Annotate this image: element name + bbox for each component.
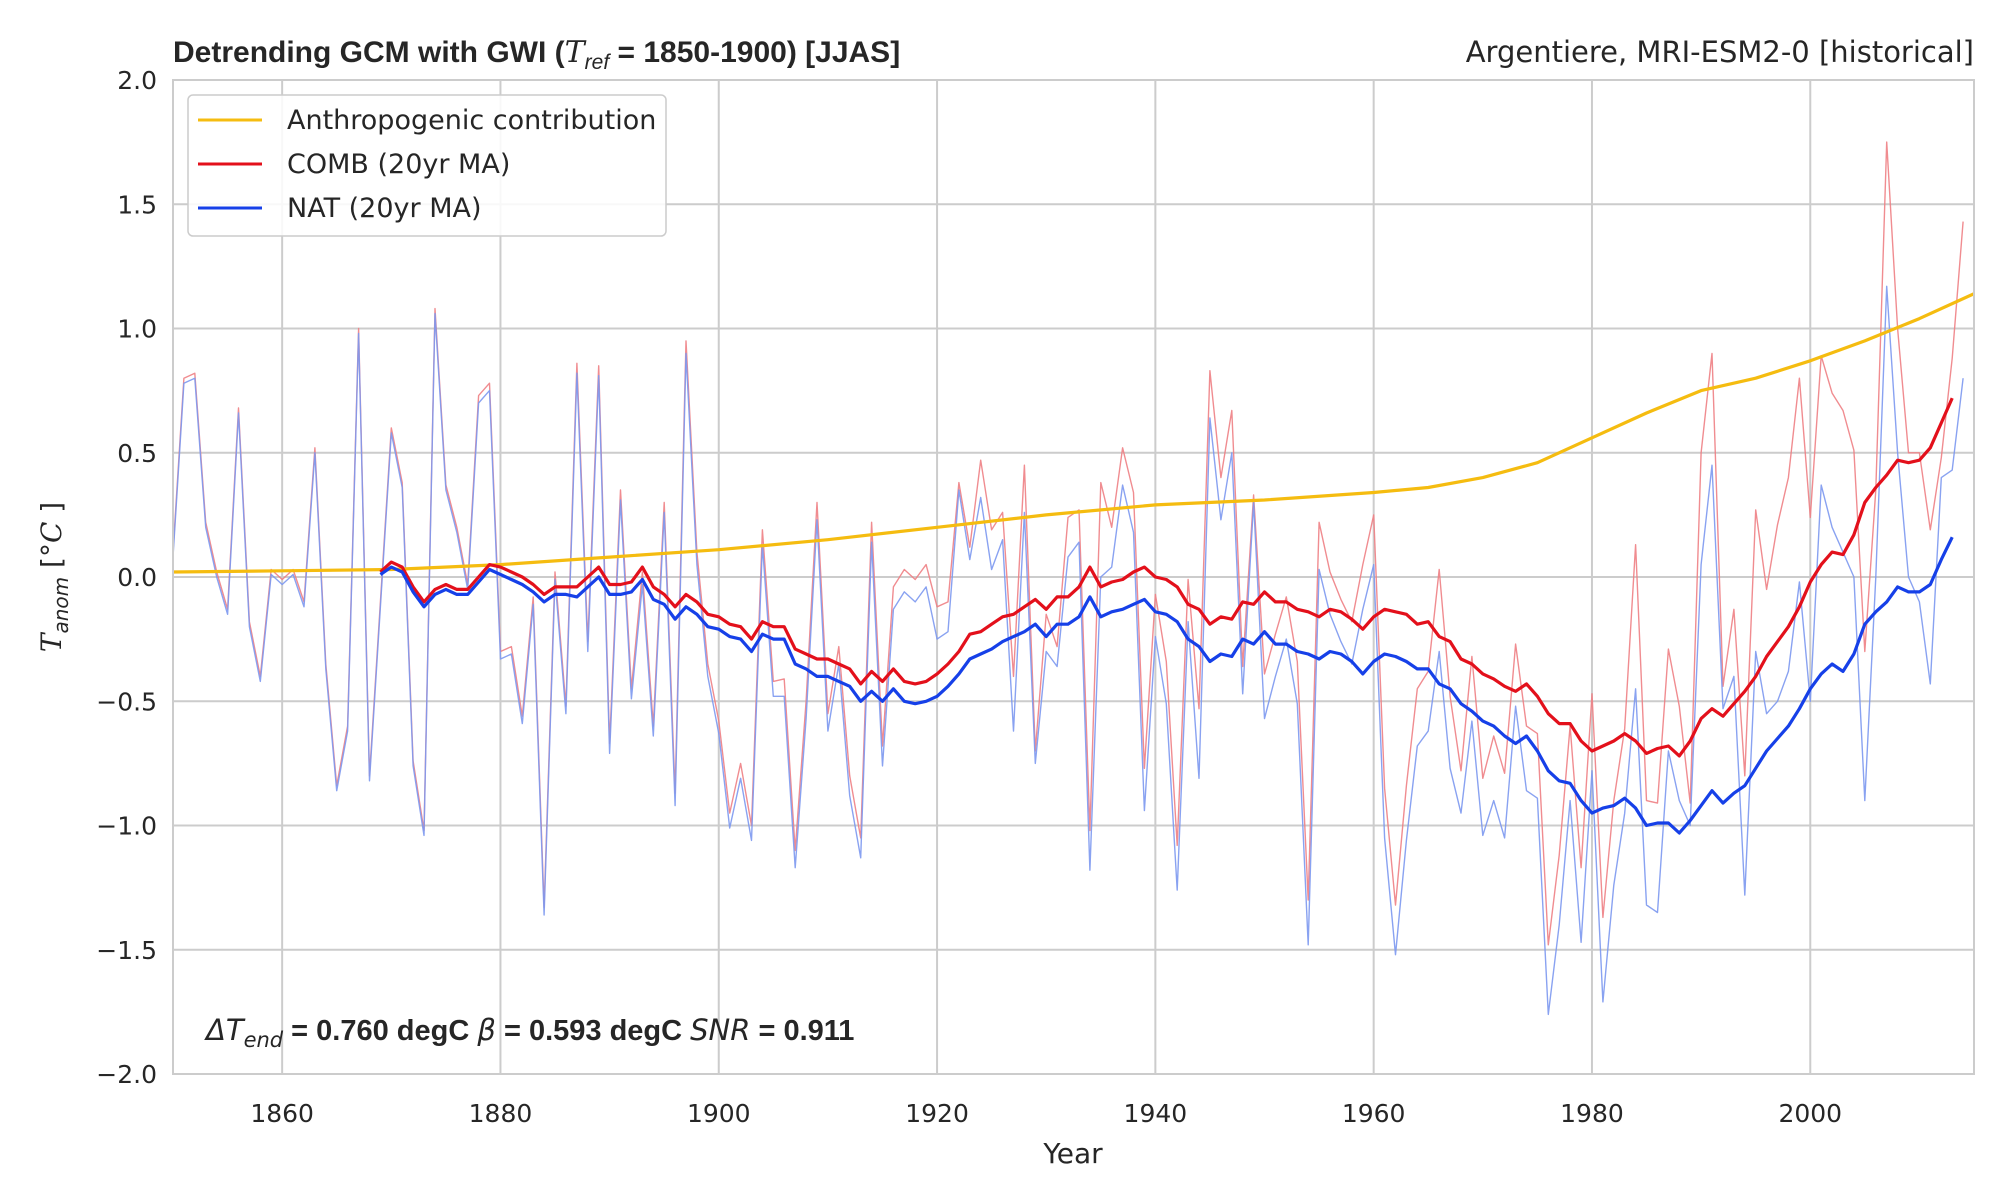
x-tick-label-2000: 2000 bbox=[1778, 1099, 1842, 1128]
stats-annotation: ΔTend = 0.760 degC β = 0.593 degC SNR = … bbox=[204, 1013, 854, 1052]
main-series bbox=[173, 292, 1974, 835]
plot-area bbox=[172, 79, 1975, 1075]
x-tick-label-1940: 1940 bbox=[1124, 1099, 1188, 1128]
y-tick-label-6: 1.0 bbox=[117, 315, 157, 344]
legend-label-comb: COMB (20yr MA) bbox=[287, 149, 510, 180]
plot-frame bbox=[172, 79, 1975, 1075]
x-tick-label-1860: 1860 bbox=[250, 1099, 314, 1128]
y-tick-label-0: −2.0 bbox=[96, 1060, 157, 1089]
x-axis-ticks: 1860 1880 1900 1920 1940 1960 1980 2000 bbox=[250, 1099, 1842, 1128]
chart-title-right: Argentiere, MRI-ESM2-0 [historical] bbox=[1466, 35, 1974, 69]
legend-box bbox=[187, 94, 667, 237]
chart-title-left: Detrending GCM with GWI (Tref = 1850-190… bbox=[173, 35, 900, 74]
y-axis-ticks: −2.0 −1.5 −1.0 −0.5 0.0 0.5 1.0 1.5 2.0 bbox=[96, 66, 157, 1089]
y-tick-label-3: −0.5 bbox=[96, 687, 157, 716]
y-tick-label-1: −1.5 bbox=[96, 936, 157, 965]
x-tick-label-1880: 1880 bbox=[469, 1099, 533, 1128]
raw-series bbox=[173, 141, 1964, 1016]
y-tick-label-4: 0.0 bbox=[117, 563, 157, 592]
series-comb-ma bbox=[379, 397, 1954, 758]
series-nat-ma bbox=[379, 536, 1954, 835]
series-anthropogenic bbox=[173, 292, 1974, 574]
legend: Anthropogenic contribution COMB (20yr MA… bbox=[187, 94, 667, 237]
x-tick-label-1920: 1920 bbox=[905, 1099, 969, 1128]
y-tick-label-8: 2.0 bbox=[117, 66, 157, 95]
legend-label-nat: NAT (20yr MA) bbox=[287, 193, 482, 224]
x-tick-label-1980: 1980 bbox=[1560, 1099, 1624, 1128]
x-tick-label-1960: 1960 bbox=[1342, 1099, 1406, 1128]
legend-label-anthropogenic: Anthropogenic contribution bbox=[287, 105, 656, 136]
y-axis-label: Tanom [°C ] bbox=[35, 502, 73, 652]
x-axis-label: Year bbox=[1042, 1137, 1103, 1170]
series-nat-annual bbox=[173, 285, 1964, 1016]
x-tick-label-1900: 1900 bbox=[687, 1099, 751, 1128]
y-tick-label-5: 0.5 bbox=[117, 439, 157, 468]
y-tick-label-2: −1.0 bbox=[96, 812, 157, 841]
y-tick-label-7: 1.5 bbox=[117, 190, 157, 219]
